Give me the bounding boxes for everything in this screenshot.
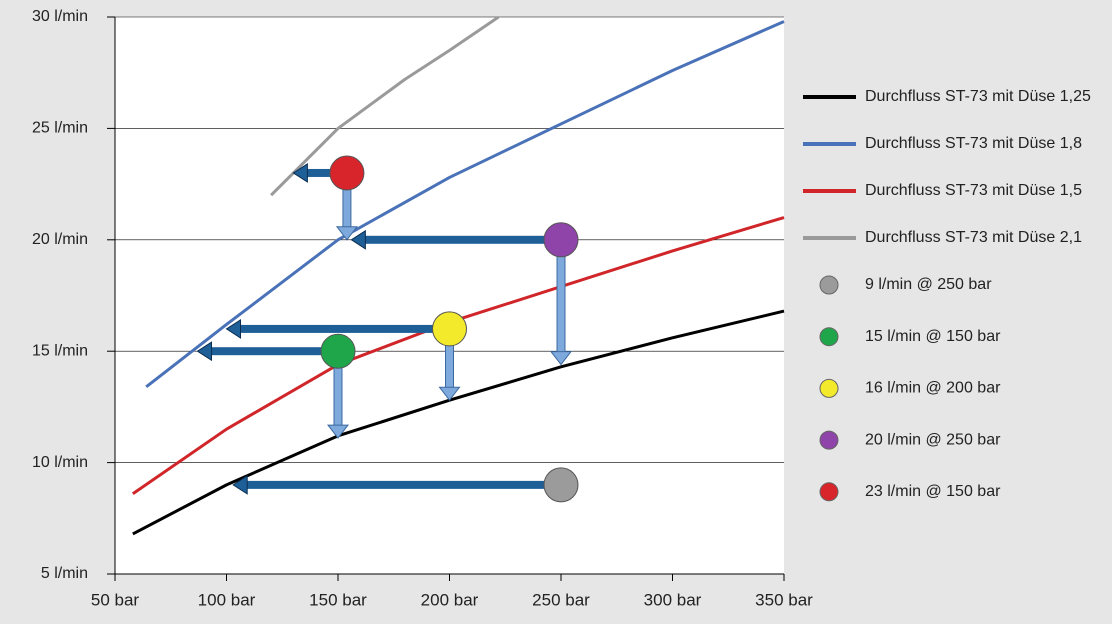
- x-tick-label: 350 bar: [755, 590, 813, 609]
- horizontal-arrow: [292, 163, 347, 183]
- x-tick-label: 50 bar: [91, 590, 140, 609]
- legend-swatch: [819, 275, 839, 295]
- data-point: [329, 155, 365, 191]
- legend-label: 9 l/min @ 250 bar: [865, 276, 992, 293]
- legend-label: Durchfluss ST-73 mit Düse 1,25: [865, 88, 1091, 105]
- legend-label: 16 l/min @ 200 bar: [865, 380, 1001, 397]
- arrow-part: [238, 324, 450, 333]
- arrow-part: [292, 163, 308, 183]
- y-tick-label: 20 l/min: [32, 231, 88, 248]
- legend-label: Durchfluss ST-73 mit Düse 1,8: [865, 135, 1082, 152]
- horizontal-arrow: [232, 474, 561, 495]
- series-line: [270, 15, 500, 197]
- y-tick-label: 15 l/min: [32, 342, 88, 359]
- horizontal-arrow: [225, 319, 450, 339]
- horizontal-arrow: [350, 229, 561, 250]
- arrow-part: [196, 341, 213, 362]
- legend-label: Durchfluss ST-73 mit Düse 1,5: [865, 182, 1082, 199]
- y-tick-label: 25 l/min: [32, 120, 88, 137]
- arrow-part: [232, 474, 248, 495]
- arrow-part: [350, 229, 366, 250]
- legend-label: 20 l/min @ 250 bar: [865, 431, 1001, 448]
- legend-label: Durchfluss ST-73 mit Düse 2,1: [865, 229, 1082, 246]
- arrow-part: [438, 386, 461, 402]
- horizontal-arrow: [196, 341, 338, 362]
- data-point: [432, 311, 467, 347]
- data-point: [320, 333, 356, 369]
- arrow-part: [245, 480, 561, 489]
- data-point: [543, 222, 579, 258]
- legend-swatch: [819, 378, 839, 398]
- arrow-part: [363, 235, 561, 244]
- legend-label: 15 l/min @ 150 bar: [865, 328, 1001, 345]
- legend-swatch: [819, 482, 839, 502]
- legend-swatch: [819, 327, 839, 347]
- x-tick-label: 100 bar: [198, 590, 256, 609]
- x-tick-label: 200 bar: [421, 590, 479, 609]
- arrow-part: [225, 319, 241, 339]
- x-tick-label: 300 bar: [644, 590, 702, 609]
- legend-swatch: [819, 430, 839, 450]
- x-tick-label: 150 bar: [309, 590, 367, 609]
- arrow-part: [326, 424, 350, 439]
- legend-label: 23 l/min @ 150 bar: [865, 483, 1001, 500]
- arrow-part: [305, 168, 347, 177]
- arrow-part: [209, 347, 338, 356]
- y-tick-label: 10 l/min: [32, 454, 88, 471]
- data-point: [543, 467, 579, 503]
- y-tick-label: 5 l/min: [41, 565, 88, 582]
- series-line: [145, 20, 785, 389]
- arrow-part: [549, 351, 573, 366]
- x-tick-label: 250 bar: [532, 590, 590, 609]
- y-tick-label: 30 l/min: [32, 8, 88, 25]
- arrow-part: [335, 226, 358, 241]
